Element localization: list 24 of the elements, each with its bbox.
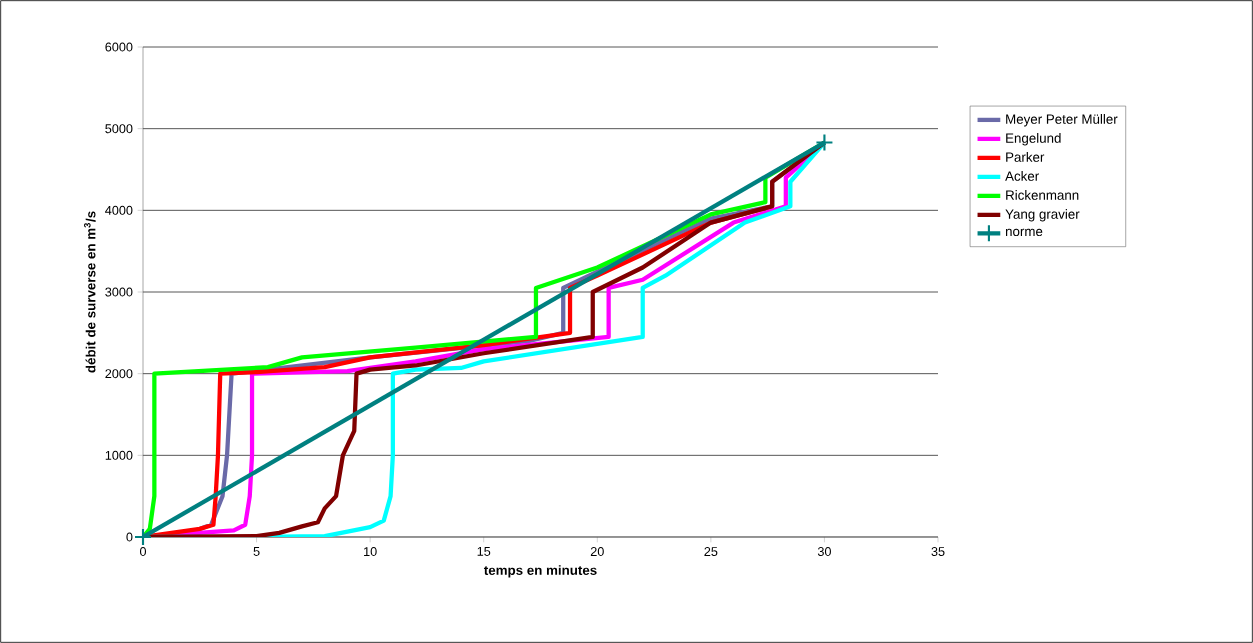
legend-label: Engelund bbox=[1006, 133, 1061, 146]
x-tick-label: 15 bbox=[477, 547, 491, 556]
y-tick-label: 4000 bbox=[105, 205, 133, 215]
legend-label: Meyer Peter Müller bbox=[1006, 114, 1118, 127]
legend-label: Parker bbox=[1006, 152, 1045, 162]
y-tick-label: 6000 bbox=[105, 42, 133, 52]
x-tick-label: 20 bbox=[590, 547, 604, 557]
y-tick-label: 3000 bbox=[105, 287, 133, 297]
x-tick-label: 5 bbox=[253, 547, 260, 556]
x-axis-title: temps en minutes bbox=[483, 565, 597, 578]
y-tick-label: 2000 bbox=[105, 369, 133, 379]
legend-label: Rickenmann bbox=[1006, 190, 1079, 200]
x-tick-label: 0 bbox=[139, 547, 147, 557]
y-axis-title: débit de surverse en m$^{3}$/s bbox=[84, 211, 96, 373]
y-tick-label: 0 bbox=[126, 532, 133, 542]
x-tick-label: 10 bbox=[364, 547, 377, 557]
legend-label: Yang gravier bbox=[1005, 209, 1080, 222]
legend-label: norme bbox=[1005, 228, 1043, 237]
y-tick-label: 5000 bbox=[105, 124, 133, 134]
x-tick-label: 35 bbox=[931, 547, 945, 557]
x-tick-label: 30 bbox=[817, 547, 831, 557]
x-tick-label: 25 bbox=[704, 547, 718, 557]
y-tick-label: 1000 bbox=[105, 450, 133, 460]
legend-label: Acker bbox=[1005, 171, 1039, 181]
